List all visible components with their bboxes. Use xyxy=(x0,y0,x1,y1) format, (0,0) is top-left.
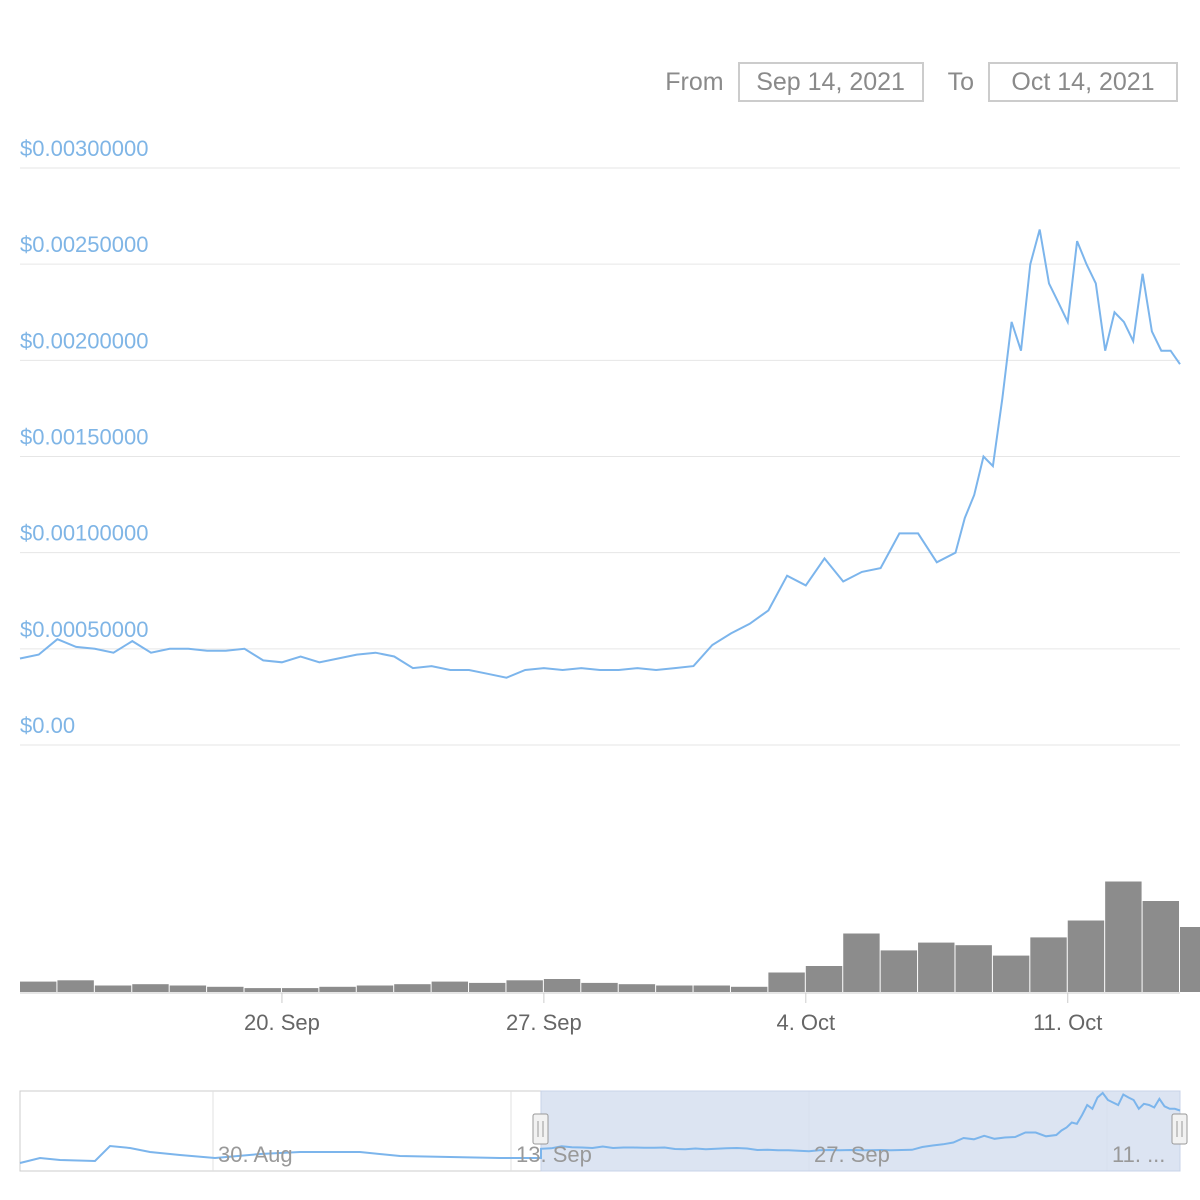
volume-bar xyxy=(1142,901,1179,992)
navigator-labels: 30. Aug 13. Sep 27. Sep 11. ... xyxy=(218,1142,1165,1167)
volume-bar xyxy=(656,985,693,992)
volume-bar xyxy=(805,966,843,992)
volume-bar xyxy=(768,972,805,992)
navigator-tick-label: 27. Sep xyxy=(814,1142,890,1167)
volume-bar xyxy=(281,988,319,992)
volume-bar xyxy=(1180,927,1200,992)
x-tick-label: 11. Oct xyxy=(1033,1010,1102,1035)
volume-bar xyxy=(506,980,543,992)
volume-bar xyxy=(880,950,918,992)
volume-bar xyxy=(1067,920,1105,992)
volume-bars xyxy=(20,881,1200,992)
navigator-tick-label: 11. ... xyxy=(1112,1142,1165,1167)
x-tick-label: 20. Sep xyxy=(244,1010,320,1035)
volume-bar xyxy=(244,988,281,992)
volume-bar xyxy=(992,955,1030,992)
navigator-line xyxy=(19,1091,1181,1164)
volume-bar xyxy=(843,933,880,992)
volume-bar xyxy=(207,986,244,992)
y-tick-label: $0.00 xyxy=(20,713,75,738)
navigator[interactable]: 30. Aug 13. Sep 27. Sep 11. ... xyxy=(19,1090,1188,1172)
volume-bar xyxy=(94,985,132,992)
y-tick-label: $0.00300000 xyxy=(20,136,148,161)
volume-bar xyxy=(618,984,656,992)
navigator-tick-label: 30. Aug xyxy=(218,1142,293,1167)
from-label: From xyxy=(665,67,724,96)
volume-bar xyxy=(581,982,618,992)
navigator-tick-label: 13. Sep xyxy=(516,1142,592,1167)
to-label: To xyxy=(947,67,974,96)
to-date-input[interactable]: Oct 14, 2021 xyxy=(988,62,1178,102)
volume-bar xyxy=(543,979,581,992)
volume-bar xyxy=(1105,881,1142,992)
x-axis-labels: 20. Sep 27. Sep 4. Oct 11. Oct xyxy=(244,993,1102,1035)
y-grid xyxy=(20,167,1180,746)
navigator-left-handle[interactable] xyxy=(532,1113,549,1145)
volume-bar xyxy=(319,986,356,992)
price-line[interactable] xyxy=(19,229,1181,679)
y-tick-label: $0.00050000 xyxy=(20,617,148,642)
volume-bar xyxy=(730,986,768,992)
y-tick-label: $0.00250000 xyxy=(20,232,148,257)
volume-bar xyxy=(394,984,431,992)
volume-bar xyxy=(918,942,955,992)
from-date-input[interactable]: Sep 14, 2021 xyxy=(737,62,924,102)
x-tick-label: 27. Sep xyxy=(506,1010,582,1035)
volume-bar xyxy=(469,982,506,992)
volume-bar xyxy=(356,985,394,992)
volume-bar xyxy=(20,981,57,992)
y-tick-label: $0.00150000 xyxy=(20,425,148,450)
volume-bar xyxy=(57,980,94,992)
volume-bar xyxy=(132,984,169,992)
navigator-right-handle[interactable] xyxy=(1171,1113,1188,1145)
date-range-selector: From Sep 14, 2021 To Oct 14, 2021 xyxy=(651,60,1178,104)
y-axis-labels: $0.00 $0.00050000 $0.00100000 $0.00150000 $0… xyxy=(20,136,148,738)
y-tick-label: $0.00200000 xyxy=(20,328,148,353)
volume-bar xyxy=(1030,937,1067,992)
volume-bar xyxy=(431,981,469,992)
x-tick-label: 4. Oct xyxy=(776,1010,835,1035)
y-tick-label: $0.00100000 xyxy=(20,521,148,546)
volume-bar xyxy=(169,985,207,992)
volume-bar xyxy=(693,985,730,992)
navigator-selected-range[interactable] xyxy=(540,1090,1181,1172)
volume-bar xyxy=(955,945,992,992)
